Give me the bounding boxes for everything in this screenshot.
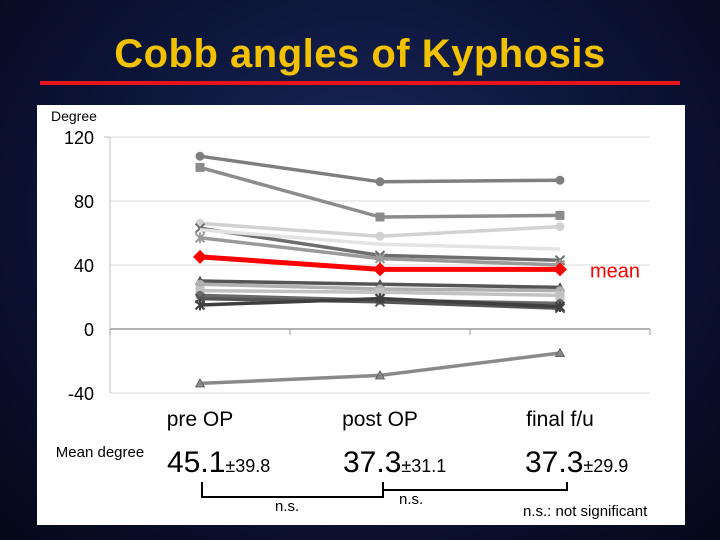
ns-bracket-post-final xyxy=(382,482,568,491)
ns-footnote: n.s.: not significant xyxy=(523,503,648,520)
mean-value: 37.3 xyxy=(525,446,584,479)
y-tick-label: 120 xyxy=(64,128,94,148)
data-point xyxy=(374,370,386,380)
x-tick-label-pre-op: pre OP xyxy=(166,408,234,431)
data-point xyxy=(554,301,566,312)
data-point xyxy=(195,151,205,161)
ns-mark-post-final: n.s. xyxy=(399,491,424,508)
y-tick-label: 0 xyxy=(84,320,94,340)
data-point xyxy=(193,249,207,264)
data-point xyxy=(555,222,565,232)
data-point xyxy=(374,253,386,264)
significance-brackets xyxy=(201,482,568,498)
mean-sd: ±31.1 xyxy=(401,456,447,476)
x-tick-label-post-op: post OP xyxy=(342,408,418,431)
data-point xyxy=(195,286,205,296)
data-point xyxy=(555,290,565,300)
chart-panel: Degree 120 80 40 0 -40 mean pre OP post OP fi… xyxy=(37,105,685,525)
y-tick-label: 40 xyxy=(74,256,94,276)
data-point xyxy=(375,231,385,241)
mean-degree-row-label: Mean degree xyxy=(55,444,145,461)
data-point xyxy=(555,175,565,185)
x-tick-label-final-fu: final f/u xyxy=(526,408,594,431)
mean-sd: ±29.9 xyxy=(583,456,629,476)
mean-value: 37.3 xyxy=(343,446,402,479)
mean-sd: ±39.8 xyxy=(225,456,271,476)
mean-annotation: mean xyxy=(590,260,640,282)
line-chart: 120 80 40 0 -40 mean xyxy=(64,128,651,404)
slide-title: Cobb angles of Kyphosis xyxy=(114,32,606,76)
y-tick-label: 80 xyxy=(74,192,94,212)
series-line xyxy=(199,228,561,251)
data-point xyxy=(555,210,565,220)
data-point xyxy=(373,262,387,277)
data-point xyxy=(375,177,385,187)
mean-value: 45.1 xyxy=(167,446,226,479)
data-point xyxy=(194,299,206,311)
data-point xyxy=(375,287,385,297)
data-point xyxy=(194,378,206,388)
mean-stat-pre-op: 45.1±39.8 xyxy=(167,446,270,480)
title-underline xyxy=(40,81,680,85)
mean-stat-post-op: 37.3±31.1 xyxy=(343,446,446,480)
ns-bracket-pre-post xyxy=(201,482,384,498)
data-point xyxy=(553,262,567,277)
y-axis-unit-label: Degree xyxy=(51,108,97,124)
data-point xyxy=(374,293,386,304)
data-point xyxy=(375,212,385,222)
ns-mark-pre-post: n.s. xyxy=(275,498,300,515)
data-point xyxy=(554,347,566,358)
data-point xyxy=(195,162,205,172)
data-point xyxy=(194,232,206,244)
y-tick-label: -40 xyxy=(68,384,94,404)
mean-stat-final-fu: 37.3±29.9 xyxy=(525,446,628,480)
